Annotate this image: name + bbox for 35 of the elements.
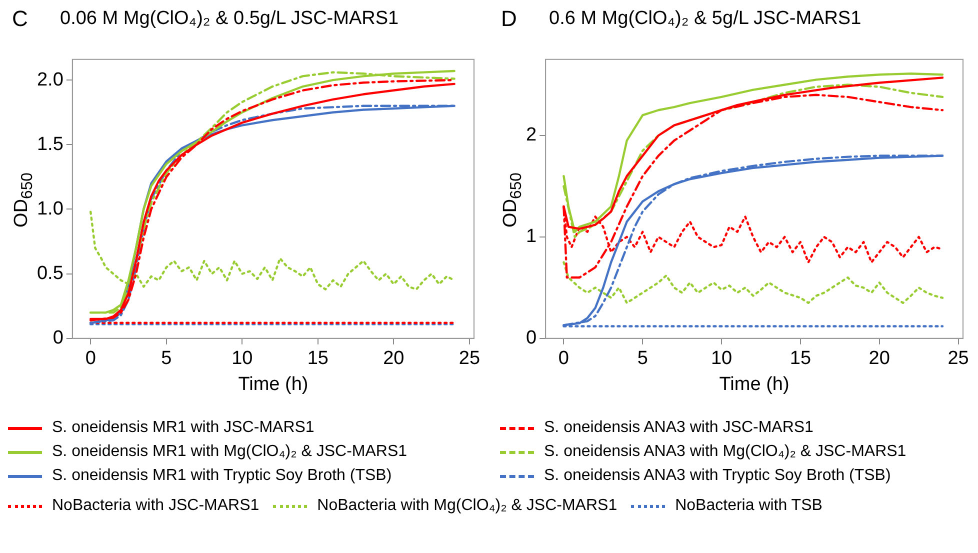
x-tick-label: 20 — [868, 348, 890, 370]
y-tick-label: 0 — [526, 328, 537, 349]
text: D — [501, 6, 517, 32]
x-tick-label: 10 — [232, 348, 253, 370]
x-axis-title: Time (h) — [238, 374, 308, 395]
y-tick-label: 2 — [526, 124, 537, 146]
chart-title: 0.06 M Mg(ClO₄)₂ & 0.5g/L JSC-MARS1 — [60, 8, 399, 30]
legend-label: S. oneidensis MR1 with Tryptic Soy Broth (TSB) — [52, 467, 392, 485]
y-tick-label: 2.0 — [36, 69, 64, 90]
y-tick-label: 0 — [52, 328, 64, 349]
y-tick-label: 1.0 — [36, 198, 64, 220]
legend-label: S. oneidensis ANA3 with Mg(ClO₄)₂ & JSC-MARS1 — [544, 443, 906, 461]
legend-label: S. oneidensis MR1 with Mg(ClO₄)₂ & JSC-MARS1 — [52, 443, 408, 461]
x-tick-label: 25 — [948, 348, 969, 370]
y-tick-label: 0.5 — [36, 263, 64, 284]
x-tick-label: 15 — [307, 348, 328, 370]
x-tick-label: 25 — [458, 348, 480, 370]
x-tick-label: 0 — [85, 348, 96, 370]
y-tick-label: 1.5 — [36, 134, 64, 155]
x-tick-label: 5 — [161, 348, 172, 370]
legend-label: NoBacteria with TSB — [675, 497, 822, 515]
y-tick-label: 1 — [526, 226, 537, 248]
x-tick-label: 15 — [790, 348, 812, 370]
legend-label: NoBacteria with Mg(ClO₄)₂ & JSC-MARS1 — [317, 497, 618, 515]
legend-label: S. oneidensis MR1 with JSC-MARS1 — [52, 419, 314, 437]
x-axis-title: Time (h) — [719, 374, 790, 395]
x-tick-label: 5 — [637, 348, 648, 370]
text: C — [12, 6, 28, 32]
x-tick-label: 20 — [383, 348, 404, 370]
legend-label: S. oneidensis ANA3 with Tryptic Soy Broth (TSB) — [544, 467, 891, 485]
x-tick-label: 10 — [710, 348, 732, 370]
chart-title: 0.6 M Mg(ClO₄)₂ & 5g/L JSC-MARS1 — [549, 8, 862, 30]
legend-label: NoBacteria with JSC-MARS1 — [52, 497, 260, 515]
x-tick-label: 0 — [558, 348, 570, 370]
legend-label: S. oneidensis ANA3 with JSC-MARS1 — [544, 419, 814, 437]
